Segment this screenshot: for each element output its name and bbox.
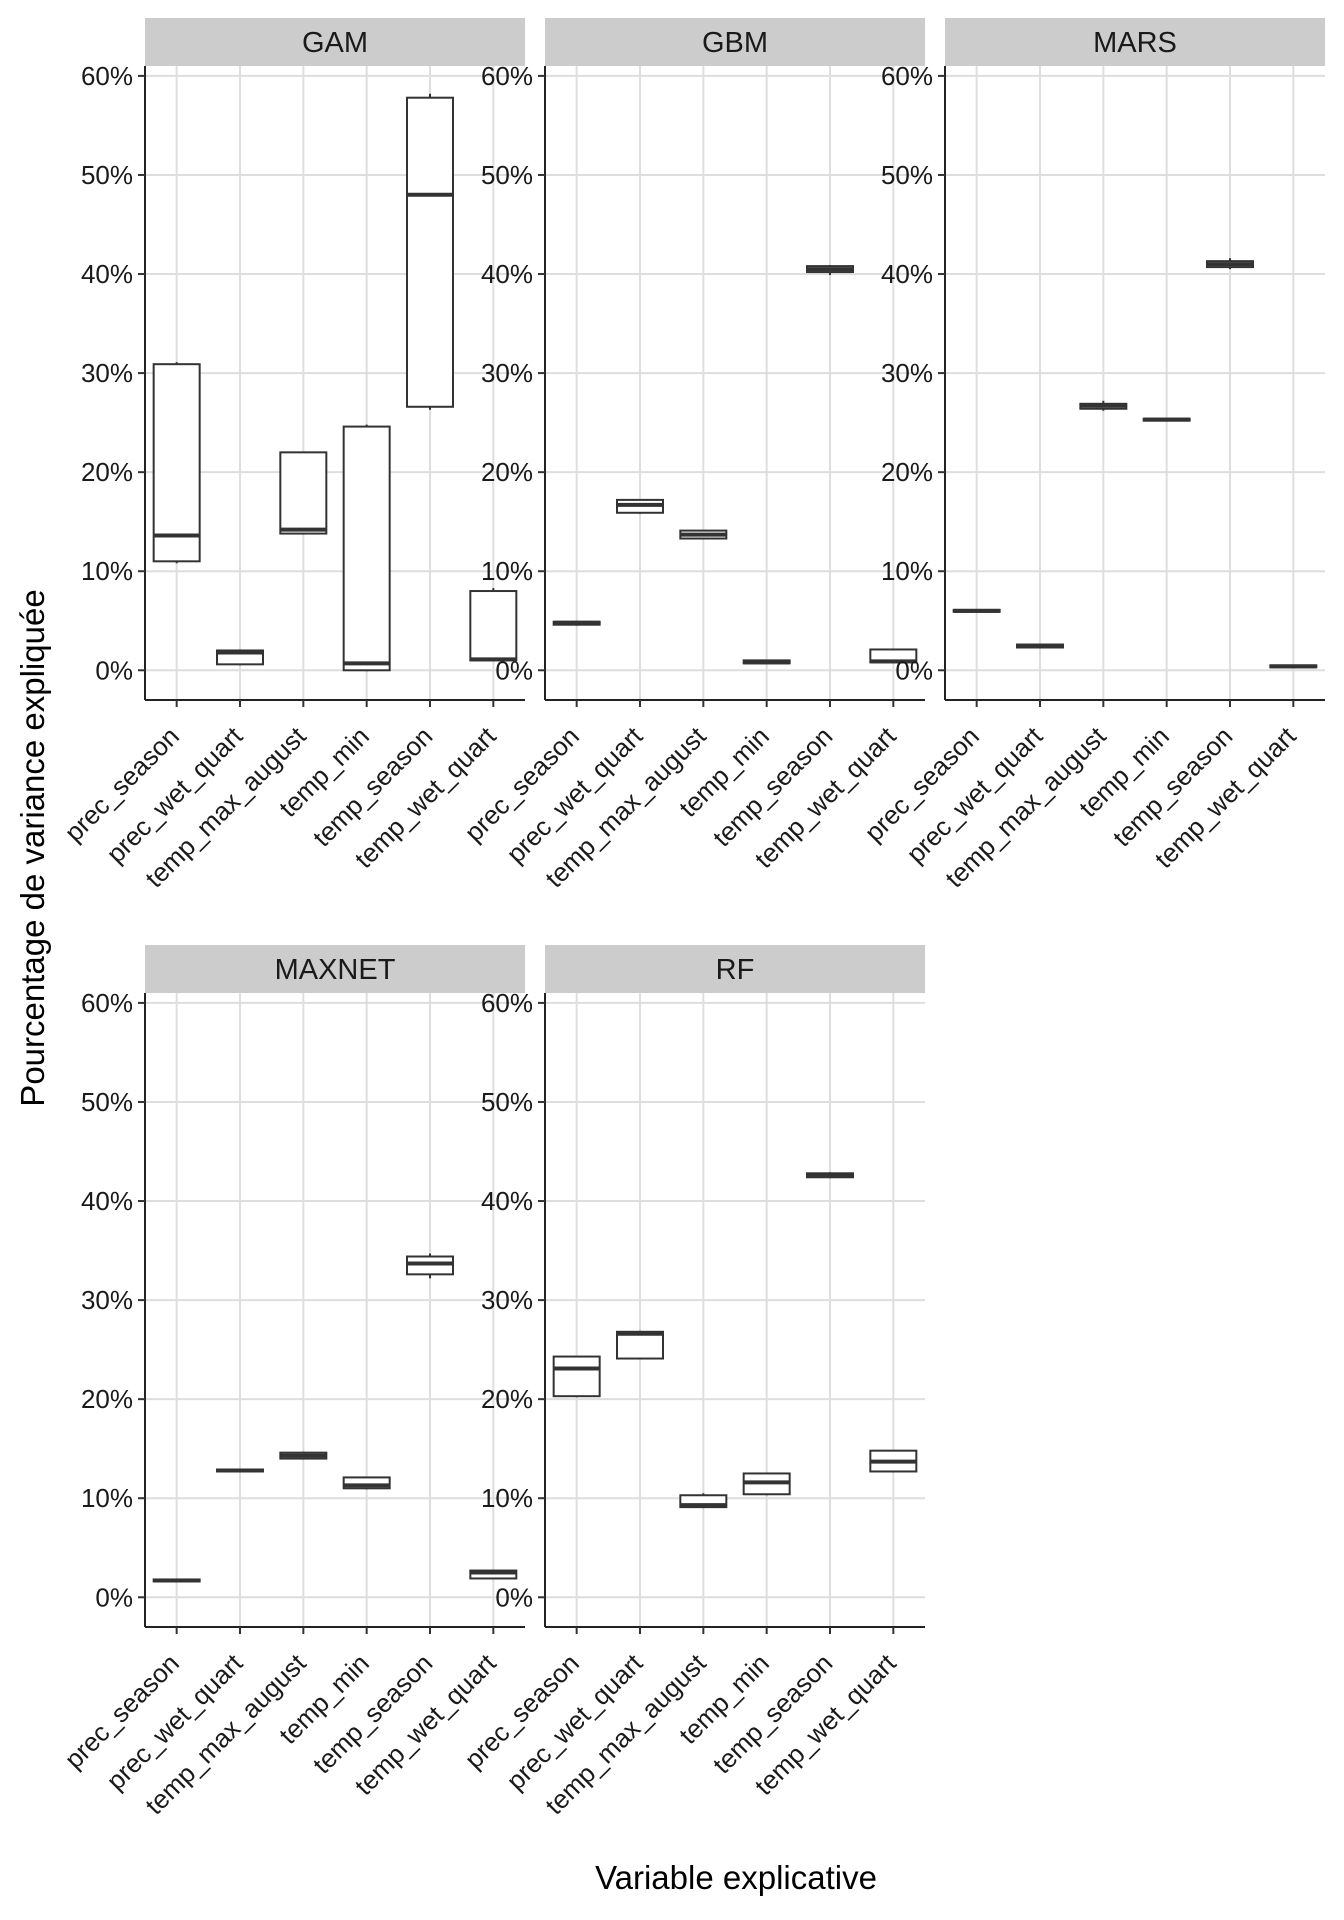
y-tick-label: 0%: [495, 655, 533, 685]
y-tick-label: 20%: [481, 457, 533, 487]
box-maxnet-prec-wet-quart: [216, 1468, 264, 1473]
panel-title-gbm: GBM: [702, 27, 768, 59]
box-gam-prec-season: [152, 362, 201, 564]
y-tick-label: 30%: [481, 358, 533, 388]
y-tick-label: 10%: [881, 556, 933, 586]
y-tick-label: 30%: [881, 358, 933, 388]
box-iqr: [406, 96, 454, 408]
box-rf-temp-wet-quart: [869, 1449, 918, 1473]
box-iqr: [552, 1355, 601, 1398]
panel-title-gam: GAM: [302, 27, 368, 59]
box-rf-temp-min: [742, 1472, 791, 1496]
y-tick-label: 20%: [881, 457, 933, 487]
box-rf-prec-season: [552, 1355, 601, 1398]
y-tick-label: 40%: [81, 259, 133, 289]
box-gam-prec-wet-quart: [216, 649, 264, 666]
panel-rf: RF0%10%20%30%40%50%60%prec_seasonprec_we…: [459, 945, 925, 1820]
panel-title-mars: MARS: [1093, 27, 1177, 59]
box-iqr: [279, 451, 328, 535]
box-rf-temp-max-august: [679, 1493, 728, 1509]
y-tick-label: 60%: [81, 61, 133, 91]
panel-gam: GAM0%10%20%30%40%50%60%prec_seasonprec_w…: [59, 18, 525, 893]
panel-strip-gbm: [545, 18, 925, 66]
y-tick-label: 30%: [81, 358, 133, 388]
y-tick-label: 10%: [81, 1483, 133, 1513]
box-gbm-temp-season: [806, 265, 854, 276]
panel-maxnet: MAXNET0%10%20%30%40%50%60%prec_seasonpre…: [59, 945, 525, 1820]
y-tick-label: 0%: [95, 1582, 133, 1612]
panel-strip-mars: [945, 18, 1325, 66]
panel-strip-maxnet: [145, 945, 525, 993]
box-mars-prec-season: [952, 608, 1001, 613]
panel-title-maxnet: MAXNET: [275, 954, 396, 986]
box-mars-temp-season: [1206, 258, 1254, 270]
x-axis-title: Variable explicative: [595, 1859, 877, 1896]
box-gam-temp-season: [406, 93, 454, 410]
panels: GAM0%10%20%30%40%50%60%prec_seasonprec_w…: [59, 18, 1325, 1820]
box-rf-prec-wet-quart: [616, 1330, 664, 1360]
y-tick-label: 0%: [895, 655, 933, 685]
y-tick-label: 40%: [481, 259, 533, 289]
box-gbm-prec-season: [552, 620, 601, 626]
box-mars-prec-wet-quart: [1016, 643, 1064, 649]
y-tick-label: 10%: [481, 556, 533, 586]
box-mars-temp-min: [1142, 417, 1191, 422]
panel-strip-rf: [545, 945, 925, 993]
box-iqr: [616, 1330, 664, 1360]
y-tick-label: 50%: [481, 1087, 533, 1117]
y-tick-label: 40%: [481, 1186, 533, 1216]
box-gam-temp-max-august: [279, 451, 328, 535]
y-tick-label: 30%: [81, 1285, 133, 1315]
y-tick-label: 20%: [81, 1384, 133, 1414]
box-gbm-temp-wet-quart: [869, 648, 918, 664]
box-iqr: [342, 1476, 391, 1490]
y-tick-label: 10%: [481, 1483, 533, 1513]
box-gam-temp-wet-quart: [469, 588, 518, 662]
y-tick-label: 20%: [81, 457, 133, 487]
box-mars-temp-max-august: [1079, 400, 1128, 411]
box-iqr: [152, 363, 201, 563]
y-tick-label: 60%: [481, 988, 533, 1018]
box-iqr: [342, 425, 391, 672]
y-tick-label: 50%: [481, 160, 533, 190]
y-tick-label: 50%: [81, 1087, 133, 1117]
box-gbm-prec-wet-quart: [616, 498, 664, 514]
y-tick-label: 0%: [95, 655, 133, 685]
panel-strip-gam: [145, 18, 525, 66]
box-gbm-temp-max-august: [679, 529, 728, 540]
panel-gbm: GBM0%10%20%30%40%50%60%prec_seasonprec_w…: [459, 18, 925, 893]
y-tick-label: 50%: [81, 160, 133, 190]
box-maxnet-temp-season: [406, 1253, 454, 1279]
box-maxnet-temp-min: [342, 1476, 391, 1490]
y-tick-label: 40%: [81, 1186, 133, 1216]
y-tick-label: 10%: [81, 556, 133, 586]
y-axis-title: Pourcentage de variance expliquée: [14, 589, 51, 1106]
box-gbm-temp-min: [742, 659, 791, 665]
box-maxnet-prec-season: [152, 1578, 201, 1583]
y-tick-label: 40%: [881, 259, 933, 289]
y-tick-label: 50%: [881, 160, 933, 190]
y-tick-label: 0%: [495, 1582, 533, 1612]
box-iqr: [469, 590, 518, 662]
box-rf-temp-season: [806, 1172, 854, 1179]
panel-mars: MARS0%10%20%30%40%50%60%prec_seasonprec_…: [859, 18, 1325, 893]
y-tick-label: 60%: [81, 988, 133, 1018]
panel-title-rf: RF: [716, 954, 755, 986]
box-gam-temp-min: [342, 424, 391, 672]
box-maxnet-temp-max-august: [279, 1451, 328, 1460]
y-tick-label: 30%: [481, 1285, 533, 1315]
box-mars-temp-wet-quart: [1269, 664, 1318, 669]
y-tick-label: 60%: [481, 61, 533, 91]
y-tick-label: 60%: [881, 61, 933, 91]
y-tick-label: 20%: [481, 1384, 533, 1414]
box-maxnet-temp-wet-quart: [469, 1569, 518, 1580]
